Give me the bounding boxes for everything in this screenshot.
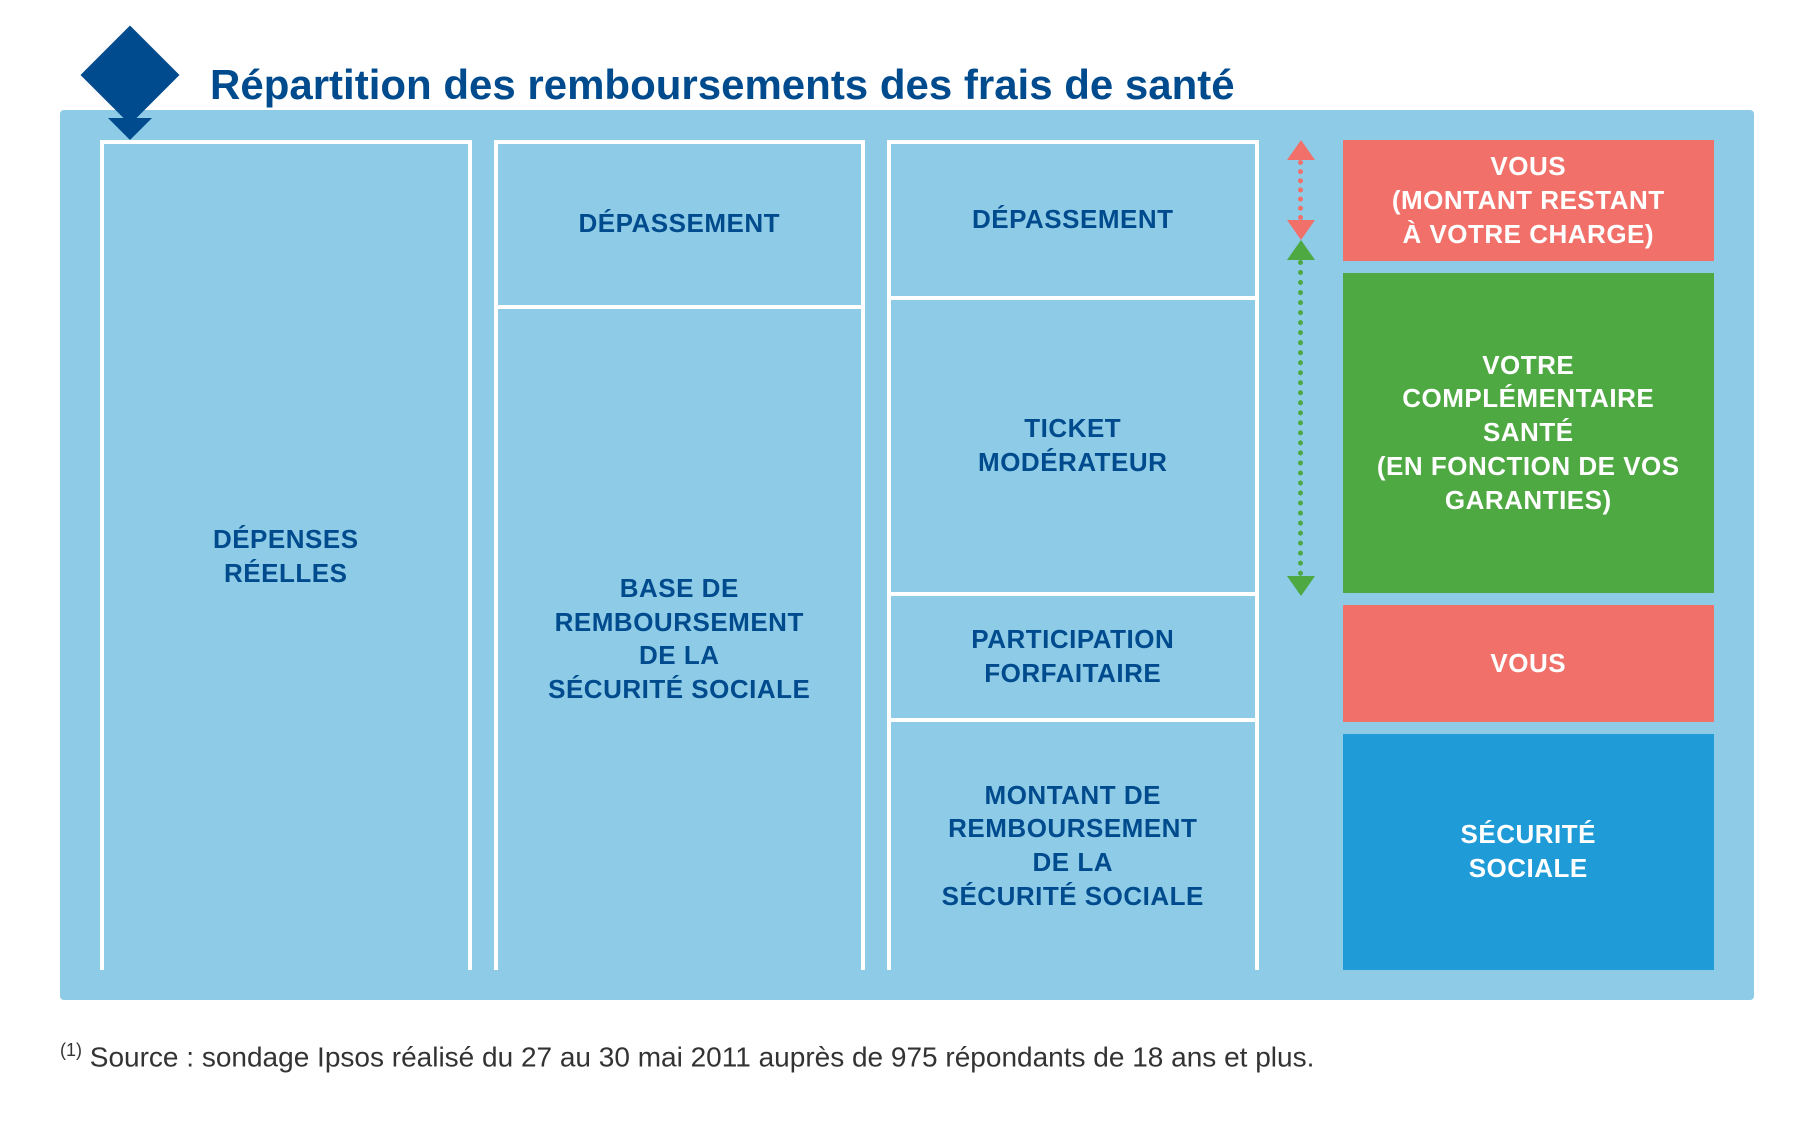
arrows-column [1281, 140, 1321, 970]
diamond-icon [60, 30, 180, 130]
footnote-marker: (1) [60, 1040, 82, 1060]
column-payers: VOUS(MONTANT RESTANTÀ VOTRE CHARGE) VOTR… [1343, 140, 1715, 970]
box-depenses-reelles: DÉPENSESRÉELLES [100, 140, 472, 970]
payer-vous-top: VOUS(MONTANT RESTANTÀ VOTRE CHARGE) [1343, 140, 1715, 261]
arrow-down-icon [1287, 576, 1315, 596]
diagram-panel: DÉPENSESRÉELLES DÉPASSEMENT BASE DEREMBO… [60, 110, 1754, 1000]
payer-label: SÉCURITÉSOCIALE [1461, 818, 1596, 886]
arrow-complementaire [1298, 240, 1304, 597]
box-ticket-moderateur: TICKETMODÉRATEUR [887, 300, 1259, 596]
column-depenses-reelles: DÉPENSESRÉELLES [100, 140, 472, 970]
box-depassement-2: DÉPASSEMENT [887, 140, 1259, 300]
header: Répartition des remboursements des frais… [60, 30, 1754, 130]
column-breakdown: DÉPASSEMENT TICKETMODÉRATEUR PARTICIPATI… [887, 140, 1259, 970]
arrow-up-icon [1287, 140, 1315, 160]
box-label: DÉPASSEMENT [972, 203, 1174, 237]
arrow-up-icon [1287, 240, 1315, 260]
payer-securite-sociale: SÉCURITÉSOCIALE [1343, 734, 1715, 970]
footnote: (1) Source : sondage Ipsos réalisé du 27… [60, 1040, 1754, 1073]
arrow-line [1298, 160, 1303, 220]
box-label: DÉPENSESRÉELLES [213, 523, 359, 591]
diamond-shape [81, 26, 180, 125]
page-title: Répartition des remboursements des frais… [210, 61, 1235, 109]
arrow-vous-top [1298, 140, 1304, 240]
box-label: DÉPASSEMENT [579, 207, 781, 241]
payer-label: VOUS(MONTANT RESTANTÀ VOTRE CHARGE) [1392, 150, 1665, 251]
arrow-line [1298, 260, 1303, 577]
arrow-down-icon [1287, 220, 1315, 240]
box-label: TICKETMODÉRATEUR [978, 412, 1167, 480]
box-base-remboursement: BASE DEREMBOURSEMENTDE LASÉCURITÉ SOCIAL… [494, 309, 866, 970]
box-participation-forfaitaire: PARTICIPATIONFORFAITAIRE [887, 596, 1259, 723]
payer-label: VOUS [1490, 647, 1566, 681]
triangle-pointer-icon [108, 118, 152, 140]
box-label: BASE DEREMBOURSEMENTDE LASÉCURITÉ SOCIAL… [548, 572, 810, 707]
box-label: MONTANT DEREMBOURSEMENTDE LASÉCURITÉ SOC… [942, 779, 1204, 914]
column-base-remboursement: DÉPASSEMENT BASE DEREMBOURSEMENTDE LASÉC… [494, 140, 866, 970]
payer-vous-bottom: VOUS [1343, 605, 1715, 722]
box-label: PARTICIPATIONFORFAITAIRE [971, 623, 1174, 691]
footnote-text: Source : sondage Ipsos réalisé du 27 au … [90, 1041, 1315, 1072]
box-montant-remboursement: MONTANT DEREMBOURSEMENTDE LASÉCURITÉ SOC… [887, 722, 1259, 970]
payer-complementaire: VOTRECOMPLÉMENTAIRE SANTÉ(EN FONCTION DE… [1343, 273, 1715, 592]
box-depassement-1: DÉPASSEMENT [494, 140, 866, 309]
payer-label: VOTRECOMPLÉMENTAIRE SANTÉ(EN FONCTION DE… [1363, 349, 1695, 518]
